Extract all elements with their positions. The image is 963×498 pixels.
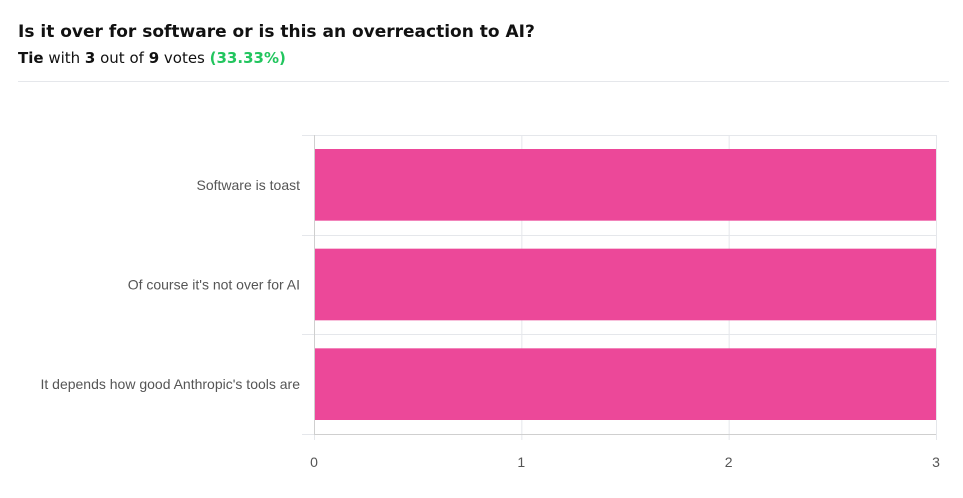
total-votes: 9 <box>148 49 160 67</box>
x-tick-label: 2 <box>725 454 733 470</box>
category-label: It depends how good Anthropic's tools ar… <box>40 376 300 392</box>
vote-percentage: (33.33%) <box>209 49 286 67</box>
poll-header: Is it over for software or is this an ov… <box>18 20 949 69</box>
x-tick-label: 1 <box>517 454 525 470</box>
with-text: with <box>43 49 85 67</box>
x-tick-label: 0 <box>310 454 318 470</box>
winning-votes: 3 <box>84 49 96 67</box>
category-label: Software is toast <box>197 177 301 193</box>
bar <box>314 149 936 221</box>
out-of-text: out of <box>95 49 149 67</box>
result-word: Tie <box>18 49 44 67</box>
bar <box>314 348 936 420</box>
x-tick-label: 3 <box>932 454 940 470</box>
votes-text: votes <box>159 49 210 67</box>
poll-title: Is it over for software or is this an ov… <box>18 22 535 42</box>
poll-summary: Tie with 3 out of 9 votes (33.33%) <box>18 47 949 69</box>
bar <box>314 248 936 321</box>
header-divider <box>18 81 949 82</box>
category-label: Of course it's not over for AI <box>128 277 300 293</box>
